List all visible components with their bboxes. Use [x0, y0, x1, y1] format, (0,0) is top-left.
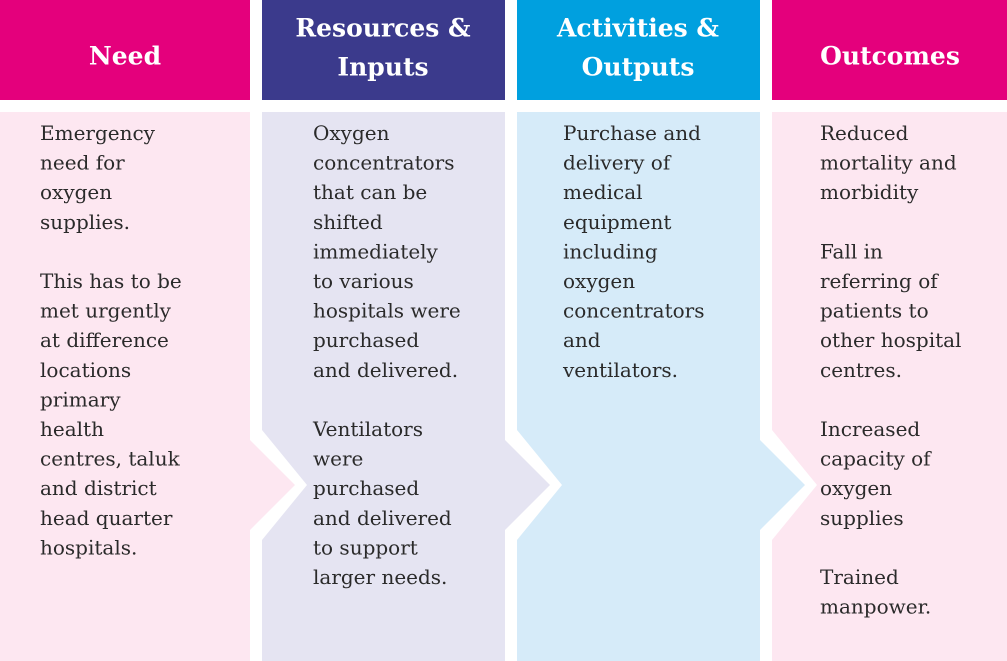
- body-line: and: [563, 328, 601, 352]
- body-line: met urgently: [40, 299, 172, 323]
- column-title: Outcomes: [820, 42, 960, 71]
- body-line: mortality and: [820, 151, 957, 175]
- column-title: Resources &: [295, 14, 471, 43]
- column-title: Inputs: [337, 53, 428, 82]
- column-title: Activities &: [556, 14, 719, 43]
- body-line: and district: [40, 476, 157, 500]
- panel: [772, 112, 1007, 661]
- body-line: referring of: [820, 269, 939, 293]
- body-line: purchased: [313, 328, 419, 352]
- body-line: larger needs.: [313, 565, 447, 589]
- body-line: Purchase and: [563, 121, 701, 145]
- body-line: oxygen: [820, 476, 892, 500]
- body-line: ventilators.: [562, 358, 678, 382]
- body-line: medical: [563, 180, 643, 204]
- body-line: capacity of: [820, 447, 932, 471]
- body-line: Oxygen: [313, 121, 390, 145]
- body-line: and delivered.: [313, 358, 458, 382]
- panel: [0, 112, 295, 661]
- body-line: to various: [313, 269, 414, 293]
- body-line: supplies: [820, 506, 904, 530]
- body-line: shifted: [313, 210, 383, 234]
- body-line: at difference: [40, 328, 169, 352]
- body-line: Increased: [820, 417, 920, 441]
- body-line: concentrators: [563, 299, 704, 323]
- body-line: Ventilators: [312, 417, 423, 441]
- body-line: This has to be: [40, 269, 182, 293]
- panel: [517, 112, 805, 661]
- body-line: manpower.: [820, 595, 931, 619]
- header-bg: [517, 0, 760, 100]
- body-line: other hospital: [820, 328, 961, 352]
- header-bg: [772, 0, 1007, 100]
- body-line: centres, taluk: [40, 447, 181, 471]
- body-line: to support: [313, 535, 418, 559]
- body-line: concentrators: [313, 151, 454, 175]
- body-line: primary: [40, 387, 121, 411]
- body-line: equipment: [563, 210, 671, 234]
- header-bg: [262, 0, 505, 100]
- body-line: purchased: [313, 476, 419, 500]
- body-line: and delivered: [313, 506, 452, 530]
- body-line: need for: [40, 151, 125, 175]
- body-line: morbidity: [820, 180, 919, 204]
- body-line: supplies.: [40, 210, 130, 234]
- body-line: locations: [40, 358, 131, 382]
- body-line: oxygen: [40, 180, 112, 204]
- body-line: that can be: [313, 180, 427, 204]
- body-line: hospitals were: [313, 299, 461, 323]
- body-line: were: [313, 447, 363, 471]
- column-title: Outputs: [582, 53, 695, 82]
- body-line: delivery of: [563, 151, 672, 175]
- body-line: Trained: [820, 565, 899, 589]
- body-line: Reduced: [820, 121, 909, 145]
- body-line: oxygen: [563, 269, 635, 293]
- column-title: Need: [89, 42, 161, 71]
- panel: [262, 112, 550, 661]
- body-line: Emergency: [40, 121, 156, 145]
- body-line: centres.: [820, 358, 902, 382]
- body-line: patients to: [820, 299, 929, 323]
- body-line: head quarter: [40, 506, 173, 530]
- body-line: including: [563, 239, 658, 263]
- body-line: health: [40, 417, 104, 441]
- body-line: hospitals.: [40, 535, 137, 559]
- body-line: Fall in: [820, 239, 883, 263]
- header-bg: [0, 0, 250, 100]
- body-line: immediately: [313, 239, 439, 263]
